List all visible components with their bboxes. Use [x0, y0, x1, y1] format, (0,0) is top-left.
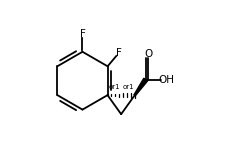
Text: F: F [80, 29, 85, 39]
Polygon shape [134, 78, 148, 96]
Text: OH: OH [158, 75, 174, 85]
Text: F: F [116, 48, 122, 58]
Text: or1: or1 [108, 84, 120, 90]
Text: or1: or1 [122, 84, 134, 90]
Text: O: O [145, 49, 153, 59]
